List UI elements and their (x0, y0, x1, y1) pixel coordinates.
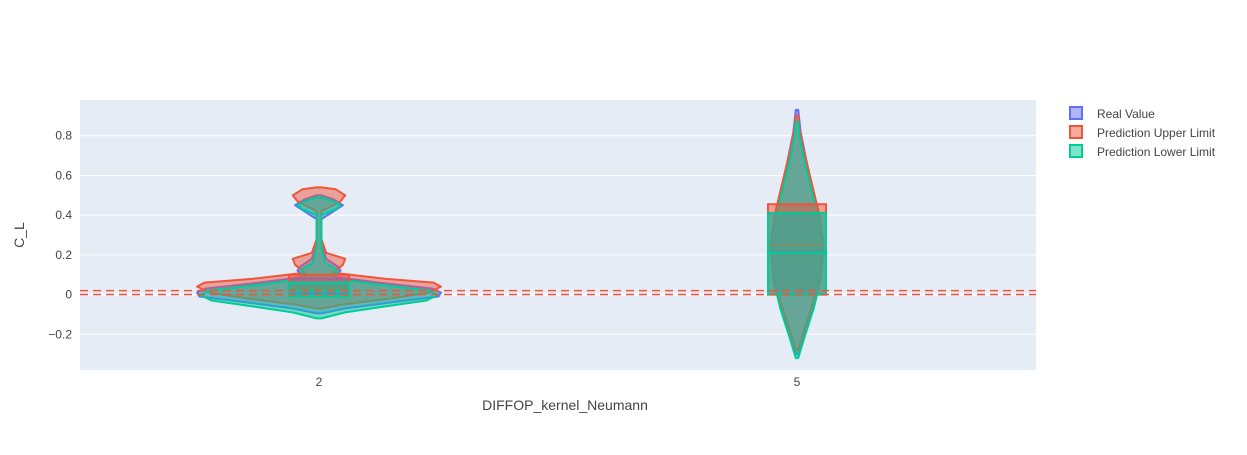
legend-item-real-value[interactable]: Real Value (1069, 106, 1155, 121)
reference-lines (80, 289, 1036, 296)
legend-label: Prediction Lower Limit (1097, 145, 1216, 159)
y-tick-label: 0.6 (55, 168, 72, 182)
plot-background (80, 100, 1036, 370)
x-tick-label: 5 (794, 375, 801, 389)
x-axis-title: DIFFOP_kernel_Neumann (482, 397, 648, 413)
legend[interactable]: Real Value Prediction Upper Limit Predicti… (1069, 106, 1216, 159)
y-tick-label: 0.8 (55, 129, 72, 143)
y-axis-title: C_L (11, 222, 27, 248)
legend-swatch (1069, 144, 1083, 158)
x-tick-label: 2 (316, 375, 323, 389)
y-tick-labels: −0.2 0 0.2 0.4 0.6 0.8 (48, 129, 72, 342)
violin-prediction-lower-limit-2 (198, 196, 440, 320)
y-tick-label: 0.2 (55, 248, 72, 262)
y-tick-label: 0.4 (55, 208, 72, 222)
legend-label: Real Value (1097, 107, 1155, 121)
boxes (288, 203, 827, 298)
legend-swatch (1069, 106, 1083, 120)
legend-item-prediction-upper-limit[interactable]: Prediction Upper Limit (1069, 125, 1216, 140)
legend-swatch (1069, 125, 1083, 139)
y-tick-label: 0 (65, 288, 72, 302)
legend-item-prediction-lower-limit[interactable]: Prediction Lower Limit (1069, 144, 1216, 159)
y-tick-label: −0.2 (48, 327, 72, 341)
legend-label: Prediction Upper Limit (1097, 126, 1216, 140)
